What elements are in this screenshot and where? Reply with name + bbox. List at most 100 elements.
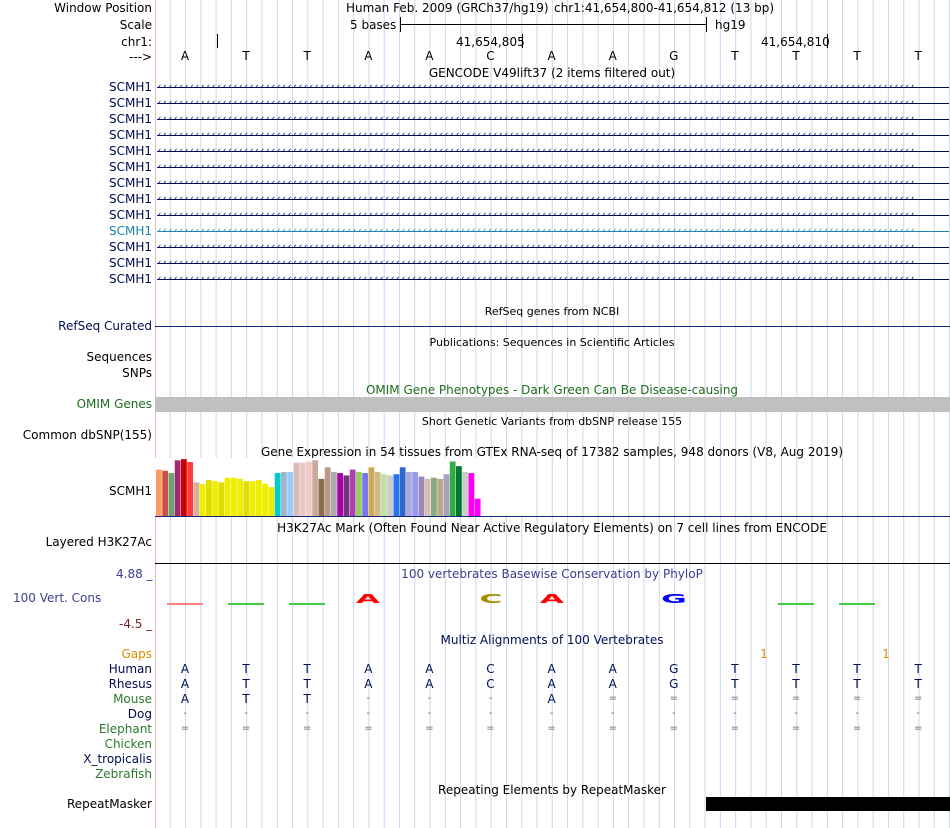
gencode-item-label[interactable]: SCMH1 [108, 112, 152, 126]
h3k27ac-track-title[interactable]: H3K27Ac Mark (Often Found Near Active Re… [277, 521, 827, 535]
assembly-text: Human Feb. 2009 (GRCh37/hg19) [346, 1, 549, 15]
species-label[interactable]: X_tropicalis [83, 752, 152, 766]
base-letter: T [242, 49, 250, 63]
gtex-tissue-bar [349, 469, 356, 516]
alignment-base: C [486, 662, 495, 676]
omim-genes-label[interactable]: OMIM Genes [76, 397, 152, 411]
alignment-base: T [914, 662, 922, 676]
gencode-item-label[interactable]: SCMH1 [108, 224, 152, 238]
repeatmasker-track-title[interactable]: Repeating Elements by RepeatMasker [438, 783, 666, 797]
species-label[interactable]: Mouse [113, 692, 152, 706]
refseq-track-title[interactable]: RefSeq genes from NCBI [484, 305, 620, 318]
species-label[interactable]: Rhesus [108, 677, 152, 691]
gencode-transcript-line[interactable]: ‹‹‹‹‹‹‹‹‹‹‹‹‹‹‹‹‹‹‹‹‹‹‹‹‹‹‹‹‹‹‹‹‹‹‹‹‹‹‹‹… [157, 178, 949, 189]
base-letter: C [486, 49, 495, 63]
gtex-tissue-bar [274, 473, 281, 516]
gencode-transcript-line[interactable]: ‹‹‹‹‹‹‹‹‹‹‹‹‹‹‹‹‹‹‹‹‹‹‹‹‹‹‹‹‹‹‹‹‹‹‹‹‹‹‹‹… [157, 130, 949, 141]
gencode-item-label[interactable]: SCMH1 [108, 256, 152, 270]
gtex-tissue-bar [381, 474, 387, 516]
alignment-base: - [366, 708, 371, 719]
dbsnp-track-title[interactable]: Short Genetic Variants from dbSNP releas… [421, 415, 683, 428]
scale-bar-left-tick [400, 17, 401, 32]
gencode-item-label[interactable]: SCMH1 [108, 208, 152, 222]
gencode-item-label[interactable]: SCMH1 [108, 144, 152, 158]
dbsnp-label[interactable]: Common dbSNP(155) [22, 428, 152, 442]
alignment-base: = [852, 693, 862, 704]
gencode-transcript-line[interactable]: ‹‹‹‹‹‹‹‹‹‹‹‹‹‹‹‹‹‹‹‹‹‹‹‹‹‹‹‹‹‹‹‹‹‹‹‹‹‹‹‹… [157, 274, 949, 285]
gencode-transcript-line[interactable]: ‹‹‹‹‹‹‹‹‹‹‹‹‹‹‹‹‹‹‹‹‹‹‹‹‹‹‹‹‹‹‹‹‹‹‹‹‹‹‹‹… [157, 162, 949, 173]
gencode-item-label[interactable]: SCMH1 [108, 160, 152, 174]
alignment-base: T [731, 662, 739, 676]
gencode-transcript-line[interactable]: ‹‹‹‹‹‹‹‹‹‹‹‹‹‹‹‹‹‹‹‹‹‹‹‹‹‹‹‹‹‹‹‹‹‹‹‹‹‹‹‹… [157, 114, 949, 125]
gencode-item-label[interactable]: SCMH1 [108, 176, 152, 190]
gtex-tissue-bar [437, 478, 444, 516]
alignment-base: T [853, 662, 861, 676]
gtex-gene-label[interactable]: SCMH1 [108, 484, 152, 498]
gtex-tissue-bar [462, 471, 469, 516]
species-label[interactable]: Elephant [98, 722, 152, 736]
alignment-base: = [913, 723, 923, 734]
scale-bar-right-tick [706, 17, 707, 32]
publications-track-title[interactable]: Publications: Sequences in Scientific Ar… [429, 336, 675, 349]
gencode-item-label[interactable]: SCMH1 [108, 96, 152, 110]
alignment-base: A [547, 677, 556, 691]
omim-feature-bar[interactable] [155, 397, 950, 412]
gtex-tissue-bar [174, 460, 181, 516]
gencode-transcript-line[interactable]: ‹‹‹‹‹‹‹‹‹‹‹‹‹‹‹‹‹‹‹‹‹‹‹‹‹‹‹‹‹‹‹‹‹‹‹‹‹‹‹‹… [157, 98, 949, 109]
h3k27ac-label[interactable]: Layered H3K27Ac [45, 535, 152, 549]
gaps-label[interactable]: Gaps [121, 647, 152, 661]
sequences-label[interactable]: Sequences [86, 350, 152, 364]
gencode-item-label[interactable]: SCMH1 [108, 272, 152, 286]
repeatmasker-label[interactable]: RepeatMasker [66, 797, 152, 811]
gtex-tissue-bar [368, 467, 375, 516]
phylop-track-title[interactable]: 100 vertebrates Basewise Conservation by… [401, 567, 703, 581]
gencode-transcript-line[interactable]: ‹‹‹‹‹‹‹‹‹‹‹‹‹‹‹‹‹‹‹‹‹‹‹‹‹‹‹‹‹‹‹‹‹‹‹‹‹‹‹‹… [157, 146, 949, 157]
gencode-transcript-line[interactable]: ‹‹‹‹‹‹‹‹‹‹‹‹‹‹‹‹‹‹‹‹‹‹‹‹‹‹‹‹‹‹‹‹‹‹‹‹‹‹‹‹… [157, 210, 949, 221]
alignment-base: = [241, 723, 251, 734]
alignment-base: = [669, 693, 678, 704]
h3k27ac-signal-line[interactable] [155, 563, 950, 564]
gencode-transcript-line[interactable]: ‹‹‹‹‹‹‹‹‹‹‹‹‹‹‹‹‹‹‹‹‹‹‹‹‹‹‹‹‹‹‹‹‹‹‹‹‹‹‹‹… [157, 242, 949, 253]
alignment-base: G [669, 662, 679, 676]
gencode-item-label[interactable]: SCMH1 [108, 128, 152, 142]
gencode-transcript-line[interactable]: ‹‹‹‹‹‹‹‹‹‹‹‹‹‹‹‹‹‹‹‹‹‹‹‹‹‹‹‹‹‹‹‹‹‹‹‹‹‹‹‹… [157, 226, 949, 237]
multiz-track-title[interactable]: Multiz Alignments of 100 Vertebrates [440, 633, 664, 647]
gencode-transcript-line[interactable]: ‹‹‹‹‹‹‹‹‹‹‹‹‹‹‹‹‹‹‹‹‹‹‹‹‹‹‹‹‹‹‹‹‹‹‹‹‹‹‹‹… [157, 194, 949, 205]
gtex-tissue-bar [243, 481, 250, 516]
alignment-base: - [549, 708, 554, 719]
repeatmasker-feature[interactable] [706, 797, 950, 811]
gencode-transcript-line[interactable]: ‹‹‹‹‹‹‹‹‹‹‹‹‹‹‹‹‹‹‹‹‹‹‹‹‹‹‹‹‹‹‹‹‹‹‹‹‹‹‹‹… [157, 258, 949, 269]
refseq-track-line[interactable] [155, 326, 950, 327]
alignment-base: = [547, 723, 556, 734]
coord-label-2: 41,654,810 [761, 35, 830, 49]
species-label[interactable]: Dog [127, 707, 152, 721]
phylop-base-logo: A [356, 592, 381, 606]
gencode-item-label[interactable]: SCMH1 [108, 80, 152, 94]
gencode-transcript-line[interactable]: ‹‹‹‹‹‹‹‹‹‹‹‹‹‹‹‹‹‹‹‹‹‹‹‹‹‹‹‹‹‹‹‹‹‹‹‹‹‹‹‹… [157, 82, 949, 93]
base-letter: T [853, 49, 861, 63]
gencode-track-title[interactable]: GENCODE V49lift37 (2 items filtered out) [428, 66, 676, 80]
omim-track-title[interactable]: OMIM Gene Phenotypes - Dark Green Can Be… [365, 383, 739, 397]
alignment-base: A [425, 677, 434, 691]
species-label[interactable]: Zebrafish [95, 767, 152, 781]
gencode-item-label[interactable]: SCMH1 [108, 240, 152, 254]
snps-label[interactable]: SNPs [122, 366, 152, 380]
gtex-tissue-bar [406, 471, 412, 516]
db-text: hg19 [715, 18, 746, 32]
coord-tick-2 [827, 34, 828, 48]
coord-tick-start [217, 34, 218, 48]
gtex-tissue-bar [256, 480, 262, 516]
phylop-label[interactable]: 100 Vert. Cons [13, 591, 102, 605]
alignment-base: T [792, 662, 800, 676]
gtex-tissue-bar [268, 487, 275, 516]
gtex-expression-chart[interactable] [155, 458, 535, 516]
refseq-label[interactable]: RefSeq Curated [58, 319, 152, 333]
species-label[interactable]: Chicken [104, 737, 152, 751]
base-grid-lines [155, 0, 950, 828]
gencode-item-label[interactable]: SCMH1 [108, 192, 152, 206]
gtex-track-title[interactable]: Gene Expression in 54 tissues from GTEx … [260, 445, 844, 459]
species-label[interactable]: Human [108, 662, 152, 676]
alignment-base: - [610, 708, 615, 719]
alignment-base: = [180, 723, 190, 734]
alignment-base: A [180, 692, 190, 706]
